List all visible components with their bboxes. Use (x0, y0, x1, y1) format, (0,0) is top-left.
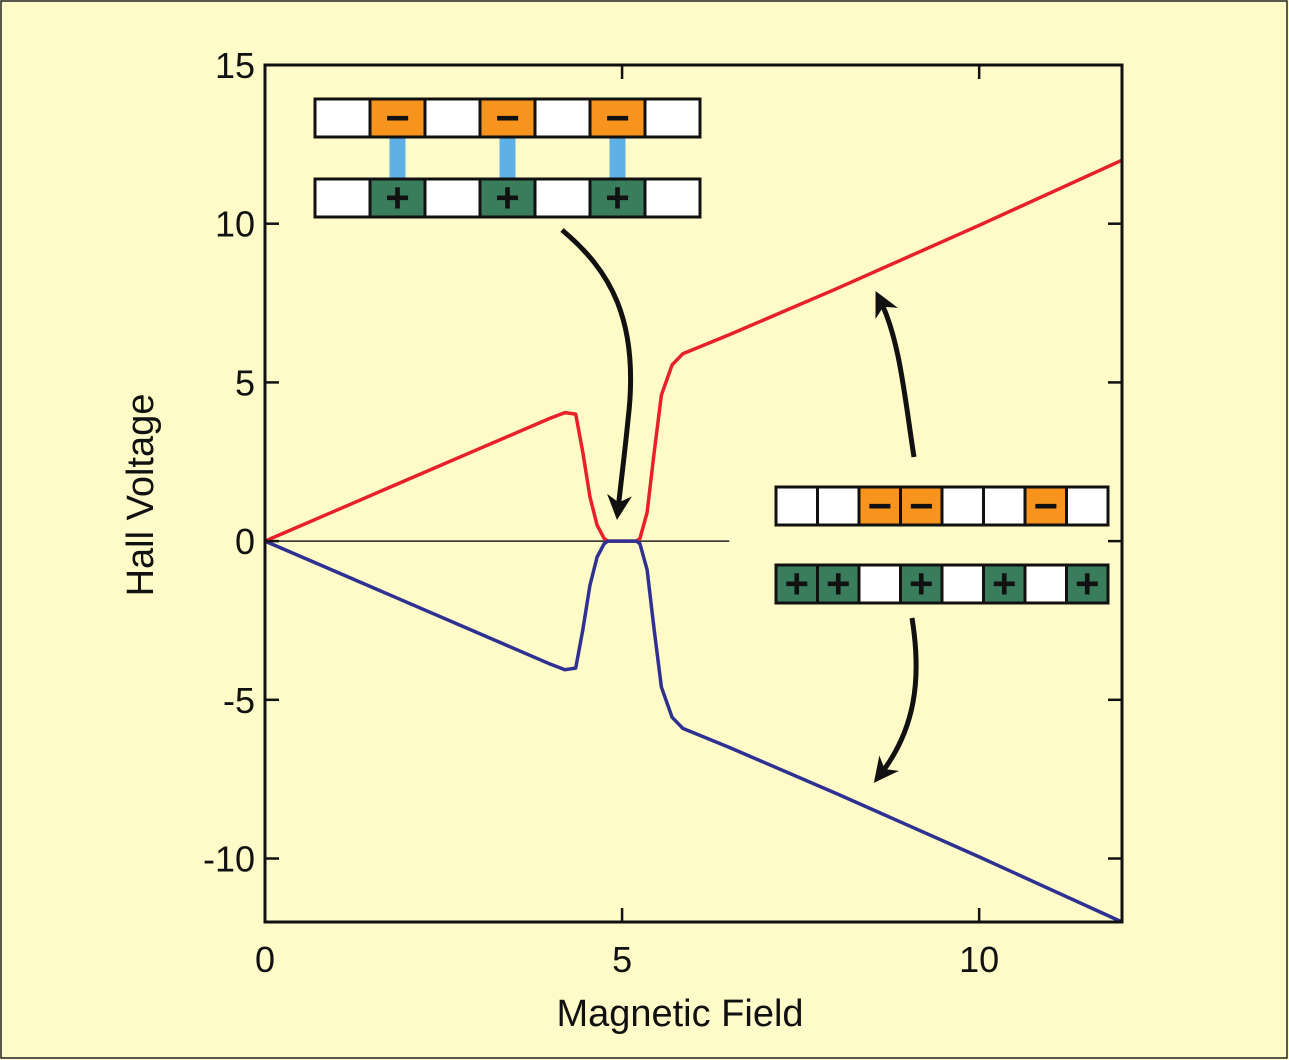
paired-top-cell (423, 97, 482, 139)
unpaired-bottom-cell (1065, 563, 1110, 605)
paired-top-charge-symbol: − (385, 94, 410, 141)
y-tick-label: 10 (215, 204, 255, 245)
unpaired-top-charge-symbol: − (1033, 482, 1058, 529)
unpaired-bottom-charge-symbol: + (909, 560, 934, 607)
x-tick-label: 0 (255, 939, 275, 980)
unpaired-bottom-cell (774, 563, 819, 605)
y-tick-label: 15 (215, 45, 255, 86)
plot-area: 0 5 10 15 10 5 0 -5 -10 (203, 45, 1124, 980)
arrow-to-plateau (560, 228, 634, 520)
paired-top-cell (533, 97, 592, 139)
paired-top-cell (313, 97, 372, 139)
unpaired-top-cell (816, 485, 861, 527)
paired-bottom-charge-symbol: + (495, 174, 520, 221)
pair-bond (499, 137, 516, 179)
pair-bond (389, 137, 406, 179)
paired-top-cell (643, 97, 702, 139)
paired-bottom-charge-symbol: + (605, 174, 630, 221)
paired-top-cell (478, 97, 537, 139)
unpaired-bottom-charge-symbol: + (784, 560, 809, 607)
paired-bottom-charge-symbol: + (385, 174, 410, 221)
unpaired-bottom-charge-symbol: + (1075, 560, 1100, 607)
y-tick-label: 0 (235, 521, 255, 562)
x-tick-label: 5 (612, 939, 632, 980)
series-line-2 (264, 539, 1123, 924)
x-tick-label: 10 (959, 939, 999, 980)
unpaired-bottom-charge-symbol: + (992, 560, 1017, 607)
plot-frame (263, 63, 1124, 924)
unpaired-top-cell (940, 485, 985, 527)
inset-unpaired-chain: − − −+ + + + + (774, 482, 1110, 607)
unpaired-bottom-cell (1023, 563, 1068, 605)
unpaired-bottom-cell (982, 563, 1027, 605)
paired-bottom-cell (313, 177, 372, 219)
series-layer (264, 158, 1123, 924)
unpaired-bottom-charge-symbol: + (826, 560, 851, 607)
unpaired-bottom-cell (899, 563, 944, 605)
arrow-to-lower-branch (873, 617, 919, 783)
unpaired-bottom-cell (857, 563, 902, 605)
tick-layer: 0 5 10 15 10 5 0 -5 -10 (203, 45, 1122, 980)
y-tick-label: 5 (235, 362, 255, 403)
inset-paired-chain: − − − + + + (313, 94, 702, 221)
paired-top-charge-symbol: − (605, 94, 630, 141)
unpaired-top-cell (982, 485, 1027, 527)
unpaired-top-cell (774, 485, 819, 527)
paired-top-charge-symbol: − (495, 94, 520, 141)
paired-bottom-cell (423, 177, 482, 219)
unpaired-top-cell (1023, 485, 1068, 527)
unpaired-top-cell (857, 485, 902, 527)
unpaired-top-charge-symbol: − (867, 482, 892, 529)
y-tick-label: -10 (203, 839, 255, 880)
unpaired-top-charge-symbol: − (909, 482, 934, 529)
arrow-to-upper-branch (875, 291, 917, 458)
paired-bottom-cell (588, 177, 647, 219)
pair-bond (609, 137, 626, 179)
paired-bottom-cell (533, 177, 592, 219)
y-tick-label: -5 (223, 680, 255, 721)
y-axis-label: Hall Voltage (120, 394, 162, 597)
unpaired-top-cell (1065, 485, 1110, 527)
x-axis-label: Magnetic Field (556, 993, 803, 1035)
paired-top-cell (588, 97, 647, 139)
paired-bottom-cell (643, 177, 702, 219)
unpaired-bottom-cell (940, 563, 985, 605)
